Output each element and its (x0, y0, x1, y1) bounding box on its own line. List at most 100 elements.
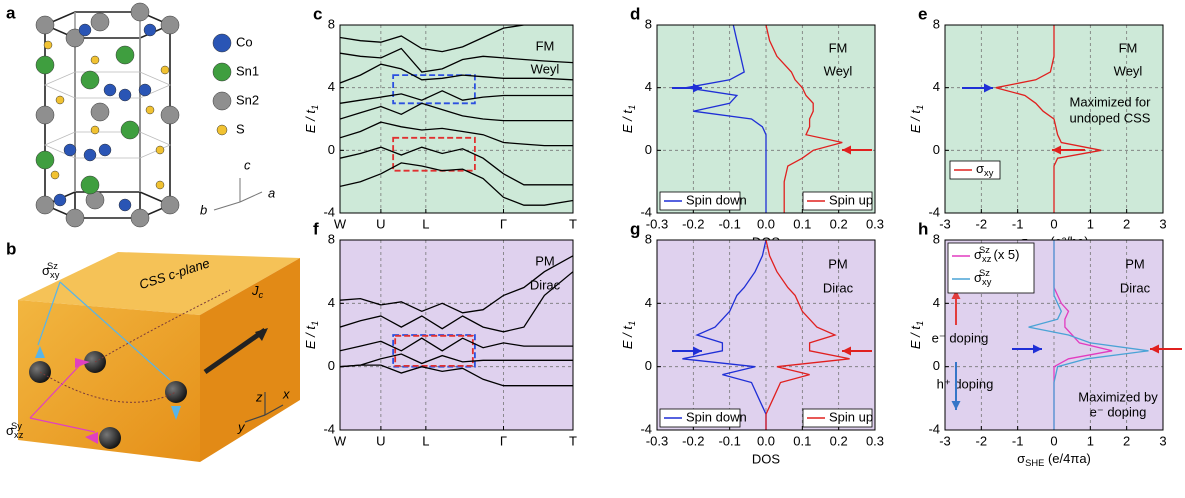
x-tick-label: -0.1 (718, 216, 740, 231)
y-axis-label: E / t1 (303, 321, 320, 349)
x-tick-label: 0.2 (830, 216, 848, 231)
x-tick-label: -3 (939, 216, 951, 231)
x-tick-label: Γ (500, 433, 507, 448)
data-line (340, 271, 573, 333)
x-tick-label: L (422, 433, 429, 448)
x-tick-label: 0.3 (866, 216, 884, 231)
data-line (765, 25, 843, 213)
annotation: Dirac (1120, 280, 1151, 295)
annotation: h⁺ doping (937, 376, 994, 391)
panel-letter: d (630, 4, 640, 23)
legend-swatch (212, 62, 232, 82)
data-line (682, 240, 767, 430)
x-tick-label: 0 (1050, 216, 1057, 231)
plot-frame (944, 239, 1164, 431)
legend-label: σxy (976, 161, 994, 178)
x-tick-label: 1 (1087, 216, 1094, 231)
x-tick-label: 0.0 (757, 216, 775, 231)
annotation: Maximized by (1078, 389, 1158, 404)
y-tick-label: 4 (328, 295, 335, 310)
annotation: FM (536, 38, 555, 53)
x-tick-label: -1 (1012, 216, 1024, 231)
data-line (340, 47, 573, 73)
panel-letter: c (313, 4, 322, 23)
x-tick-label: Γ (500, 216, 507, 231)
annotation: PM (828, 256, 848, 271)
text-part: Sz (979, 268, 990, 278)
axis-letter: a (268, 185, 275, 200)
text-part: E / t (620, 325, 635, 350)
x-tick-label: 0 (1050, 433, 1057, 448)
text-part: (x 5) (990, 247, 1020, 262)
legend-label: Spin up (829, 409, 873, 424)
text-part: Sz (979, 245, 990, 255)
legend-swatch (216, 124, 228, 136)
arrow-head (693, 346, 702, 356)
y-axis-label: E / t1 (303, 105, 320, 133)
y-tick-label: 4 (933, 295, 940, 310)
y-tick-label: 4 (645, 79, 652, 94)
legend-label: S (236, 121, 245, 136)
text-part: σ (6, 423, 14, 438)
text-part: SHE (1025, 458, 1044, 468)
y-tick-label: 8 (933, 231, 940, 246)
y-tick-label: 8 (328, 16, 335, 31)
x-tick-label: -1 (1012, 433, 1024, 448)
legend-box (802, 408, 873, 428)
annotation: Weyl (1114, 63, 1143, 78)
text-part: 1 (310, 321, 320, 326)
plot-frame (944, 24, 1164, 214)
data-line (340, 63, 573, 84)
plot-background (340, 25, 573, 213)
annotation: PM (1125, 256, 1145, 271)
legend-label: Co (236, 34, 253, 49)
text-part: σ (1017, 451, 1025, 466)
x-axis-label: σSHE (e/4πa) (1017, 451, 1091, 468)
x-tick-label: 3 (1159, 433, 1166, 448)
x-tick-label: -0.3 (646, 433, 668, 448)
y-tick-label: -4 (928, 204, 940, 219)
legend-label: Spin down (686, 192, 747, 207)
annotation: FM (829, 40, 848, 55)
y-tick-label: 8 (328, 231, 335, 246)
y-tick-label: 0 (933, 142, 940, 157)
axis-letter: z (255, 389, 263, 404)
text-part: 1 (915, 321, 925, 326)
y-tick-label: 8 (645, 231, 652, 246)
data-line (995, 25, 1102, 213)
text-part: xy (984, 168, 994, 178)
y-tick-label: 8 (645, 16, 652, 31)
x-tick-label: T (569, 433, 577, 448)
data-line (685, 25, 767, 213)
text-part: xz (14, 430, 24, 440)
highlight-box (392, 136, 476, 172)
text-part: σ (974, 247, 982, 262)
x-tick-label: L (422, 216, 429, 231)
y-axis-label: E / t1 (908, 321, 925, 349)
data-line (765, 240, 850, 430)
plot-frame (656, 24, 876, 214)
y-tick-label: 4 (645, 295, 652, 310)
panel-letter: f (313, 219, 319, 238)
x-tick-label: 0.1 (793, 216, 811, 231)
y-axis-label: E / t1 (908, 105, 925, 133)
y-tick-label: 0 (328, 142, 335, 157)
axis-arrow (213, 201, 241, 211)
axis-arrow (239, 191, 263, 203)
x-tick-label: -0.3 (646, 216, 668, 231)
axis-letter: b (200, 202, 207, 217)
data-line (1028, 240, 1149, 430)
highlight-box (394, 334, 474, 367)
y-tick-label: 4 (328, 79, 335, 94)
x-tick-label: T (569, 216, 577, 231)
y-tick-label: 0 (328, 358, 335, 373)
text-part: xy (50, 270, 60, 280)
data-line (340, 255, 573, 314)
x-tick-label: 0.0 (757, 433, 775, 448)
plot-frame (656, 239, 876, 431)
legend-swatch (212, 91, 232, 111)
x-tick-label: -0.1 (718, 433, 740, 448)
text-part: σ (42, 263, 50, 278)
y-tick-label: -4 (640, 204, 652, 219)
